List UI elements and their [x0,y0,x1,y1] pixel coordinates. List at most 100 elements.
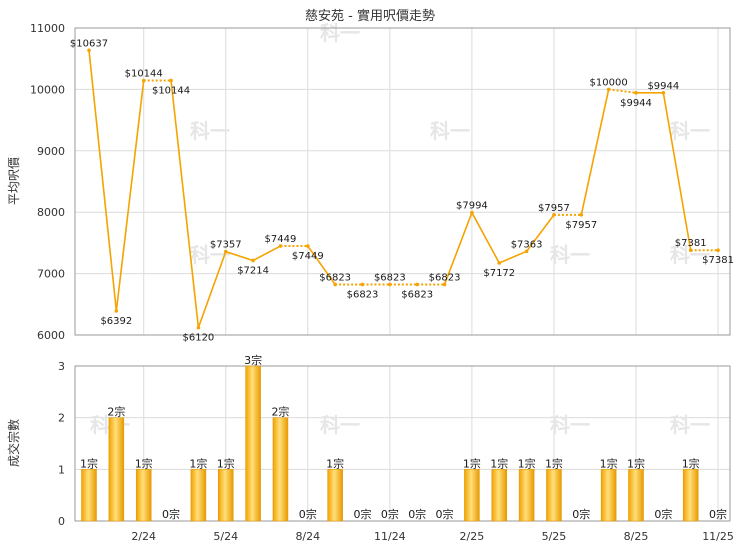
price-line-segment [88,50,118,312]
price-line-segment [498,250,527,264]
line-y-axis-ticks: 6000 7000 8000 9000 10000 11000 [30,22,65,342]
bar-data-label: 0宗 [299,507,317,521]
x-tick-label: 2/24 [131,530,156,543]
bar-data-label: 1宗 [490,456,508,470]
price-data-label: $7957 [538,203,570,214]
price-data-label: $7381 [702,255,734,266]
transaction-bar [190,469,207,522]
bar-y-axis-label: 成交宗數 [6,419,21,467]
x-tick-label: 5/24 [213,530,238,543]
bar-data-label: 1宗 [217,456,235,470]
transaction-bar [600,469,617,522]
watermark-text: 科一 [320,413,360,437]
price-point [552,213,556,217]
transaction-bar [327,469,343,522]
price-point [606,87,611,92]
price-line-segment [225,250,254,262]
transaction-bar [272,417,289,522]
bar-data-label: 0宗 [408,507,426,521]
bar-data-label: 2宗 [107,405,125,419]
bar-chart-frame [74,365,731,522]
x-axis-ticks: 2/24 5/24 8/24 11/24 2/25 5/25 8/25 11/25 [131,530,734,543]
price-point [579,213,584,217]
price-point [223,249,228,254]
price-data-label: $7449 [292,251,324,262]
bar-data-label: 1宗 [463,456,481,470]
bar-y-tick-label: 3 [58,360,65,373]
price-data-label: $6823 [401,289,433,300]
price-point [141,78,146,83]
x-tick-label: 5/25 [542,530,567,543]
transaction-bar [682,469,699,522]
bar-data-label: 1宗 [545,456,563,470]
bar-data-label: 1宗 [80,456,98,470]
bar-data-label: 2宗 [271,405,289,419]
bar-data-label: 1宗 [600,456,618,470]
price-line-segment [170,80,200,328]
x-tick-label: 2/25 [460,530,485,543]
bar-data-label: 0宗 [162,507,180,521]
line-y-tick-label: 8000 [37,206,65,219]
price-line-series [88,50,719,328]
price-point [688,248,693,253]
bar-data-label: 0宗 [572,507,590,521]
bar-data-label: 0宗 [436,507,454,521]
bar-y-tick-label: 2 [58,412,65,425]
watermark-text: 科一 [550,413,590,437]
price-data-label: $10144 [125,69,163,80]
price-data-label: $6823 [429,272,461,283]
price-data-label: $6823 [374,272,406,283]
price-data-label: $6823 [347,289,379,300]
bar-y-axis-ticks: 0 1 2 3 [58,360,65,528]
line-y-axis-label: 平均呎價 [7,157,21,205]
transaction-bar [108,417,125,522]
line-y-tick-label: 6000 [37,329,65,342]
bar-data-label: 1宗 [627,456,645,470]
price-point [251,258,255,263]
price-point [524,249,529,254]
transaction-bar [491,469,507,522]
price-data-label: $7363 [511,239,543,250]
bar-data-label: 1宗 [518,456,536,470]
price-point [497,261,502,265]
price-data-label: $10000 [590,77,628,88]
price-point [278,244,283,248]
price-point [442,282,447,287]
price-line-segment [580,89,610,216]
price-line-segment [443,212,473,285]
price-point [415,282,420,287]
bar-y-tick-label: 1 [58,463,65,476]
transaction-bar [81,469,97,522]
price-line-segment [525,214,555,252]
price-point [87,48,91,53]
chart-title: 慈安苑 - 實用呎價走勢 [305,8,435,24]
price-line-segment [115,80,145,312]
price-point [169,78,173,83]
price-line-segment [197,251,227,328]
price-data-label: $7957 [565,220,597,231]
watermark-text: 科一 [670,119,710,143]
line-chart-frame [74,27,731,336]
x-tick-label: 8/25 [624,530,649,543]
price-point [388,282,392,287]
line-y-tick-label: 9000 [37,145,65,158]
price-point [360,282,365,287]
price-point [114,309,119,313]
price-line-segment [662,92,692,251]
watermark-text: 科一 [670,413,710,437]
price-point [470,210,474,215]
price-point [634,91,638,95]
transaction-bar [518,469,535,522]
x-tick-label: 8/24 [295,530,320,543]
bar-data-label: 0宗 [654,507,672,521]
price-point [196,325,201,330]
price-line-segment [471,212,500,264]
price-line-segment [608,88,637,94]
price-data-label: $7172 [483,268,515,279]
bar-data-label: 1宗 [682,456,700,470]
price-data-label: $7381 [675,238,707,249]
price-line-segment [307,245,336,285]
watermark-text: 科一 [430,119,470,143]
